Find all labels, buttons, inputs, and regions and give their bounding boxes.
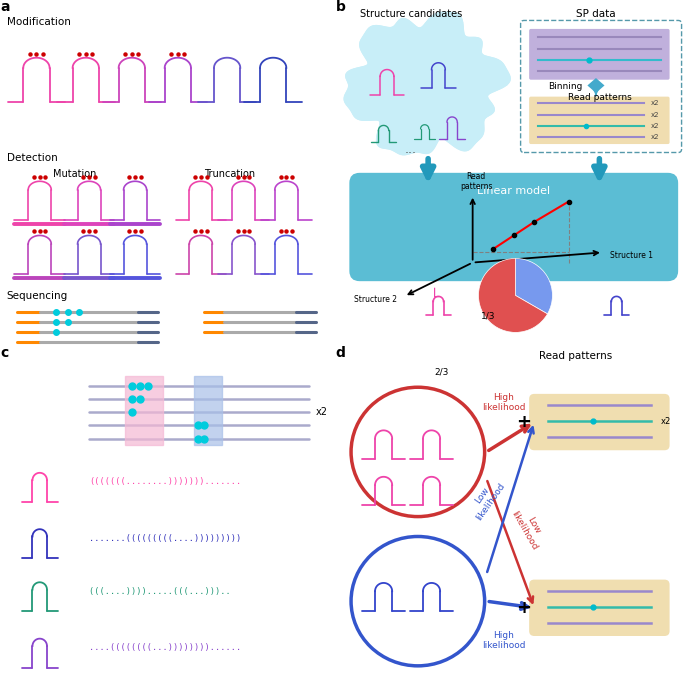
Text: Read
patterns: Read patterns — [460, 172, 493, 191]
Text: x2: x2 — [651, 100, 659, 106]
Text: x2: x2 — [316, 407, 328, 417]
Text: Sequencing: Sequencing — [7, 292, 68, 301]
Text: High
likelihood: High likelihood — [482, 631, 525, 650]
Text: a: a — [0, 0, 10, 14]
FancyBboxPatch shape — [529, 97, 670, 144]
Text: +: + — [516, 413, 532, 431]
Text: Read patterns: Read patterns — [567, 93, 632, 102]
FancyBboxPatch shape — [529, 29, 670, 79]
Bar — [125, 376, 163, 445]
Text: Truncation: Truncation — [204, 169, 256, 180]
Text: x2: x2 — [651, 134, 659, 140]
Text: (((((((........))))))).......: (((((((........)))))))....... — [89, 477, 241, 486]
Text: Structure candidates: Structure candidates — [360, 9, 462, 19]
FancyBboxPatch shape — [529, 394, 670, 451]
Text: └: └ — [430, 290, 440, 305]
Text: .......(((((((((....))))))))): .......(((((((((....))))))))) — [89, 533, 241, 542]
Text: 1/3: 1/3 — [480, 312, 495, 321]
FancyBboxPatch shape — [529, 580, 670, 636]
Text: Low
likelihood: Low likelihood — [466, 475, 507, 522]
Text: Structure 1: Structure 1 — [610, 252, 653, 261]
Wedge shape — [479, 258, 547, 332]
Text: Read patterns: Read patterns — [539, 351, 612, 361]
Text: Low
likelihood: Low likelihood — [510, 504, 549, 552]
Text: (((....)))).....(((...)))..: (((....)))).....(((...))).. — [89, 587, 241, 596]
Text: c: c — [0, 346, 8, 360]
Text: Modification: Modification — [7, 17, 71, 27]
Text: SP data: SP data — [576, 9, 616, 19]
Text: Linear model: Linear model — [477, 187, 550, 196]
Text: Detection: Detection — [7, 153, 58, 162]
Text: x2: x2 — [651, 112, 659, 117]
Polygon shape — [588, 78, 605, 93]
Text: x2: x2 — [651, 123, 659, 129]
Text: +: + — [516, 599, 532, 617]
Polygon shape — [345, 12, 510, 155]
FancyBboxPatch shape — [521, 21, 682, 153]
Text: High
likelihood: High likelihood — [482, 392, 525, 412]
Text: ...: ... — [404, 142, 416, 155]
Text: b: b — [336, 0, 345, 14]
Bar — [195, 376, 222, 445]
Text: d: d — [336, 346, 345, 360]
Text: Mutation: Mutation — [53, 169, 97, 180]
Text: ....((((((((...))))))))......: ....((((((((...))))))))...... — [89, 643, 241, 652]
Text: Structure 2: Structure 2 — [354, 295, 397, 304]
Wedge shape — [515, 258, 553, 314]
Text: Binning: Binning — [548, 82, 582, 91]
FancyBboxPatch shape — [349, 173, 678, 281]
Text: x2: x2 — [661, 417, 671, 426]
Text: 2/3: 2/3 — [434, 367, 449, 376]
